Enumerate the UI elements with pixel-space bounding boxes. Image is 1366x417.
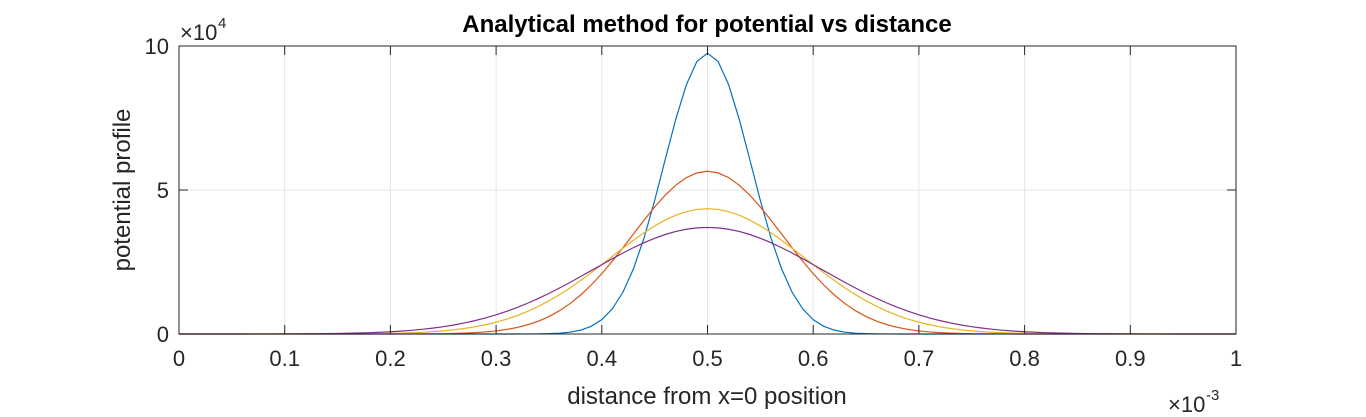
y-tick-labels: 0 5 10 [145, 34, 169, 347]
x-tick-label: 0 [173, 346, 185, 371]
tick-marks [178, 45, 1237, 335]
x-tick-label: 0.2 [375, 346, 406, 371]
x-axis-multiplier: ×10 -3 [1168, 387, 1219, 417]
x-tick-label: 0.7 [904, 346, 935, 371]
chart-title: Analytical method for potential vs dista… [462, 11, 951, 38]
x-tick-labels: 0 0.1 0.2 0.3 0.4 0.5 0.6 0.7 0.8 0.9 1 [173, 346, 1242, 371]
x-tick-label: 0.3 [481, 346, 512, 371]
x-tick-label: 0.4 [587, 346, 618, 371]
series-line-4 [179, 226, 1236, 335]
x-tick-label: 0.1 [269, 346, 300, 371]
x-multiplier-exponent: -3 [1206, 387, 1219, 404]
x-axis-label: distance from x=0 position [567, 383, 846, 410]
y-multiplier-exponent: 4 [218, 15, 226, 32]
x-tick-label: 0.5 [692, 346, 723, 371]
x-tick-label: 0.8 [1009, 346, 1040, 371]
x-multiplier-base: ×10 [1168, 392, 1205, 417]
y-tick-label: 10 [145, 34, 169, 59]
y-axis-label: potential profile [109, 109, 136, 272]
x-tick-label: 0.6 [798, 346, 829, 371]
x-tick-label: 1 [1230, 346, 1242, 371]
y-axis-multiplier: ×10 4 [180, 15, 226, 45]
y-tick-label: 5 [157, 178, 169, 203]
x-tick-label: 0.9 [1115, 346, 1146, 371]
y-multiplier-base: ×10 [180, 20, 217, 45]
y-tick-label: 0 [157, 322, 169, 347]
